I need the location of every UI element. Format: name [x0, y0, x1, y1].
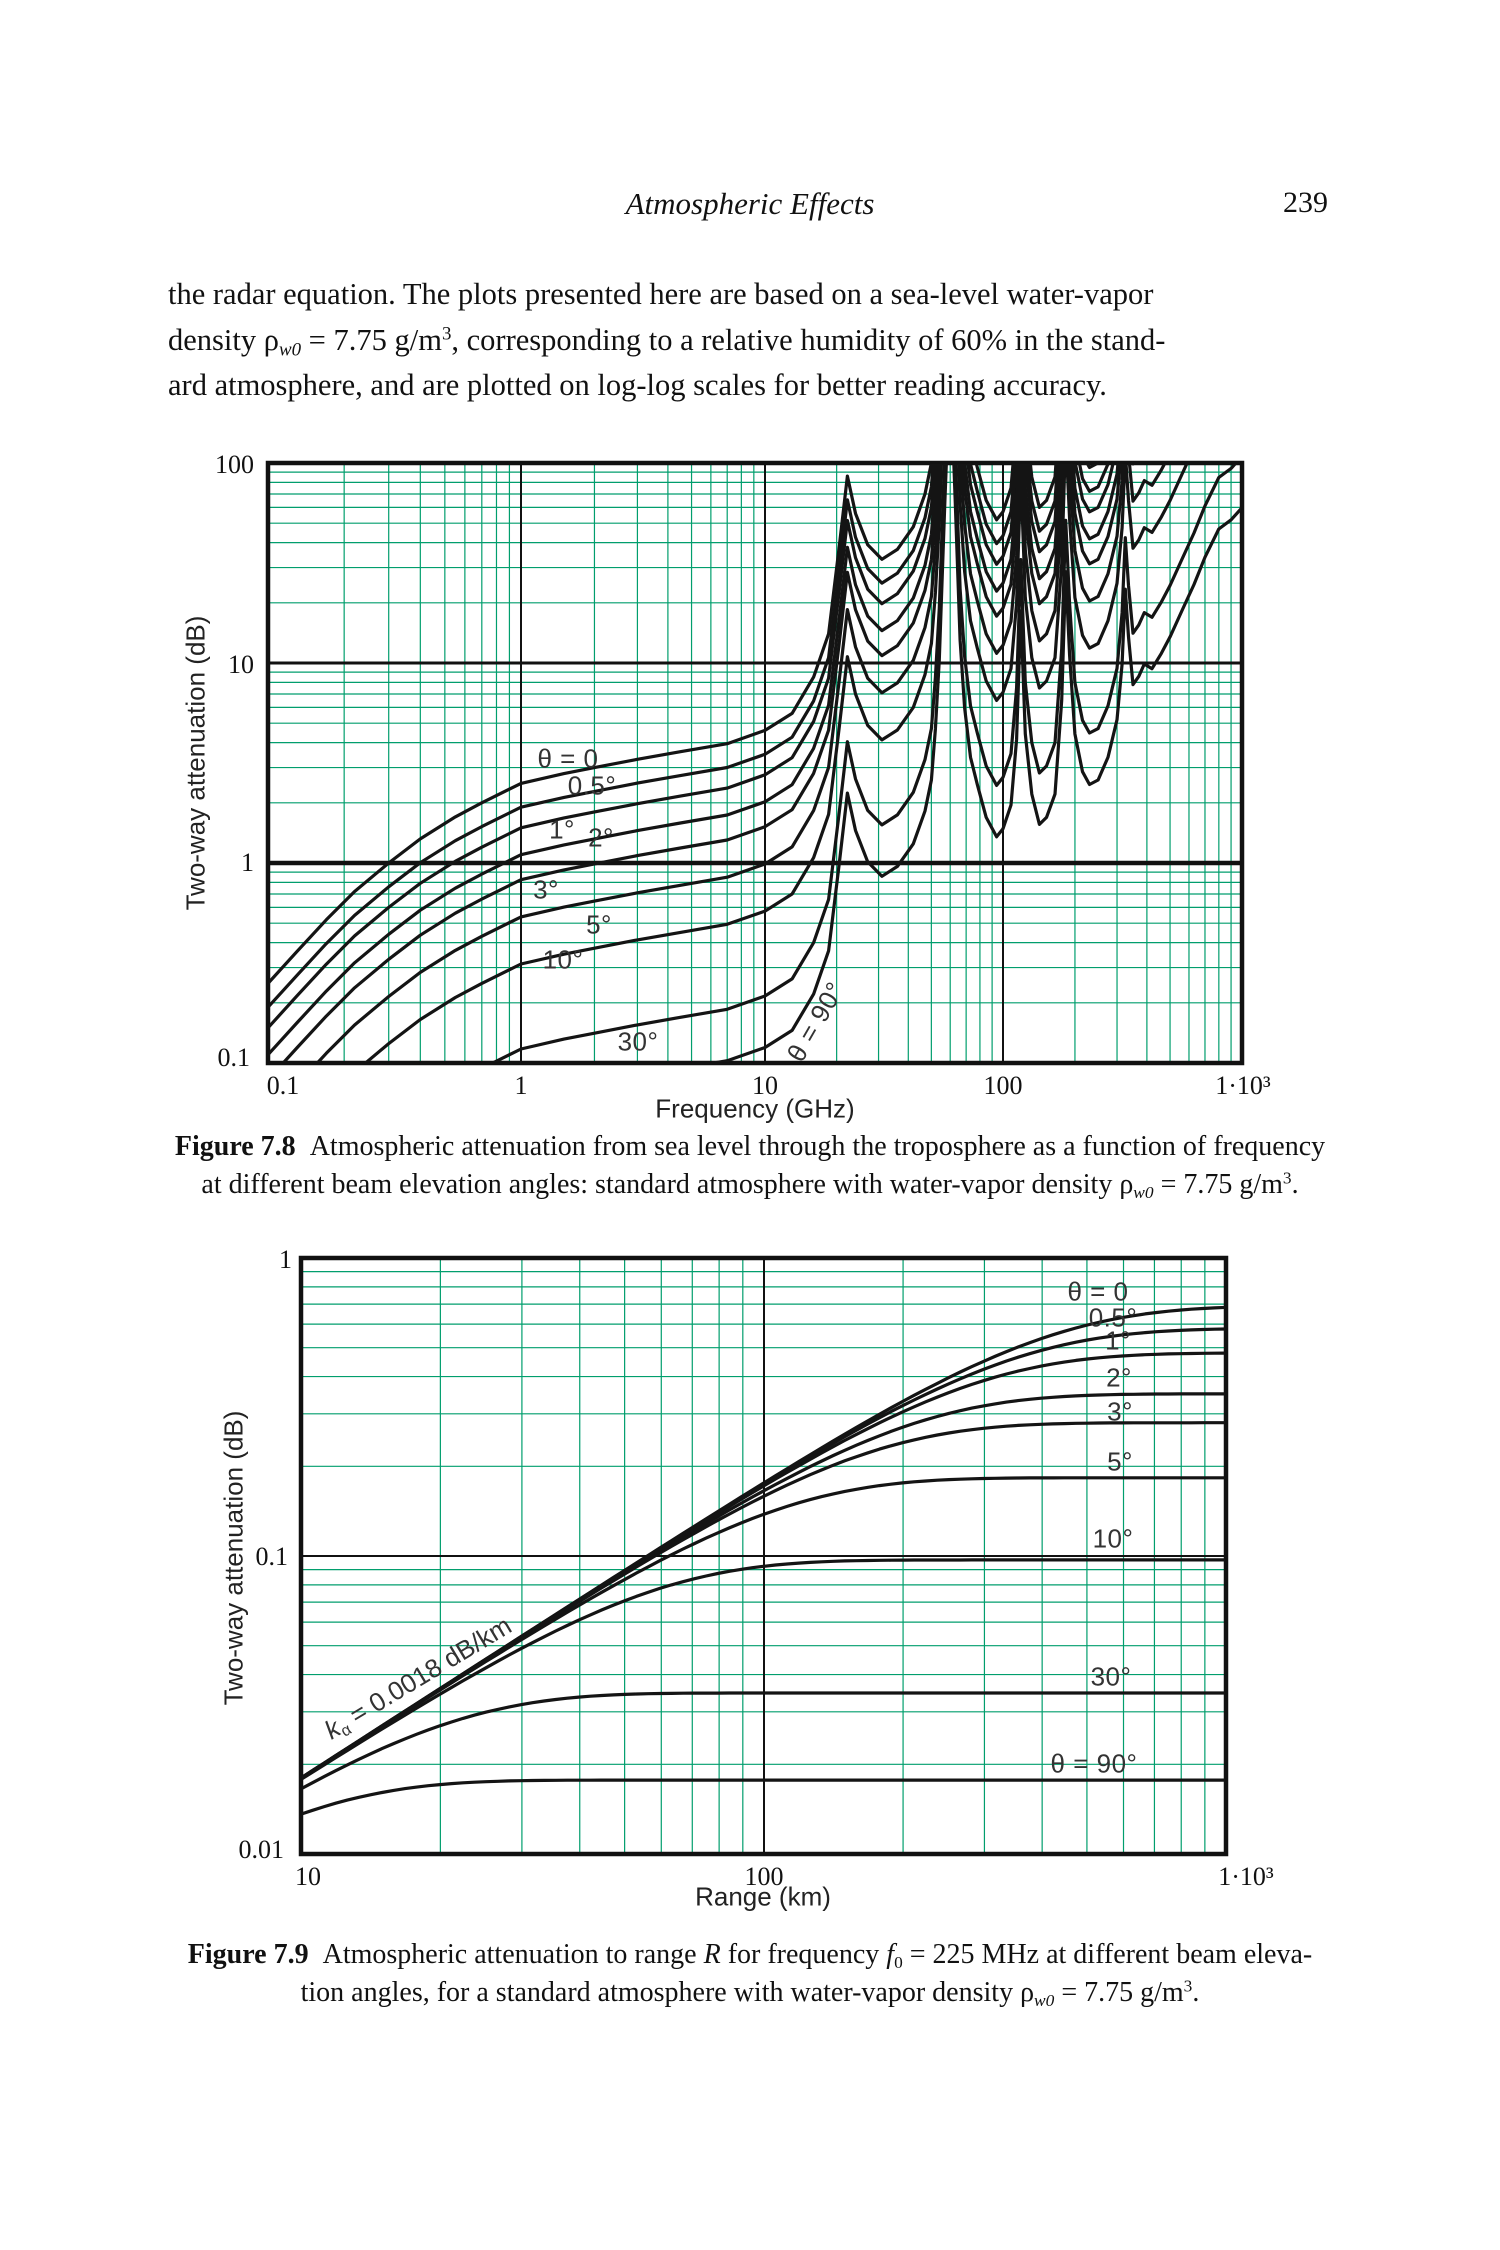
paragraph-line2-mid: = 7.75 g/m: [301, 322, 442, 357]
fig78-cubed-sup: 3: [1282, 1168, 1292, 1188]
fig79-curve-label-0.5: 0.5°: [1088, 1302, 1138, 1333]
chart-grid: [268, 463, 1242, 1063]
paragraph-line2-pre: density ρ: [168, 322, 279, 357]
fig79-curve-label-3: 3°: [1107, 1396, 1133, 1427]
body-paragraph: the radar equation. The plots presented …: [168, 272, 1338, 409]
chart-grid: [301, 1258, 1226, 1854]
fig79-curve-label-0: θ = 0: [1067, 1276, 1129, 1307]
fig79-x-tick-1: 100: [744, 1862, 784, 1891]
plot-border: [298, 1255, 1229, 1857]
fig78-y-tick-2: 1: [241, 848, 254, 877]
fig78-curve-label-0: θ = 0: [537, 743, 599, 774]
fig79-f-subscript: 0: [894, 1952, 903, 1972]
paragraph-line-1: the radar equation. The plots presented …: [168, 277, 1154, 311]
fig78-y-axis-title: Two-way attenuation (dB): [180, 615, 211, 911]
fig78-caption-line-1: Figure 7.8 Atmospheric attenuation from s…: [165, 1128, 1335, 1166]
fig78-y-tick-3: 0.1: [217, 1043, 251, 1072]
fig78-x-tick-1: 1: [514, 1071, 528, 1100]
fig79-caption1-pre: Atmospheric attenuation to range: [322, 1939, 704, 1970]
fig78-y-tick-1: 10: [228, 650, 254, 679]
curve-elevation-5: [316, 464, 1167, 1062]
fig78-x-tick-0: 0.1: [266, 1071, 300, 1100]
fig78-caption2-end: .: [1291, 1169, 1299, 1200]
chart-curves: [269, 464, 1241, 1062]
fig79-curve-label-5: 5°: [1107, 1446, 1133, 1477]
fig78-x-tick-4: 1·10³: [1215, 1071, 1271, 1100]
fig78-curve-label-3: 3°: [533, 874, 559, 905]
fig79-caption2-end: .: [1192, 1977, 1200, 2008]
curve-elevation-3: [281, 464, 1135, 1062]
fig78-caption-label: Figure 7.8: [174, 1131, 296, 1162]
fig79-y-tick-2: 0.01: [238, 1835, 285, 1864]
fig78-curve-label-30: 30°: [617, 1026, 659, 1057]
fig79-x-tick-2: 1·10³: [1218, 1862, 1274, 1891]
paragraph-line-2: density ρw0 = 7.75 g/m3, corresponding t…: [168, 318, 1338, 364]
fig79-caption2-mid: = 7.75 g/m: [1054, 1977, 1184, 2008]
fig78-rho-subscript: w0: [1133, 1182, 1154, 1202]
fig78-x-axis-title: Frequency (GHz): [655, 1093, 855, 1124]
fig79-caption-label: Figure 7.9: [187, 1939, 309, 1970]
chart-curves: [302, 1305, 1225, 1816]
fig79-f-italic: f: [886, 1939, 895, 1970]
fig78-curve-label-5: 5°: [586, 909, 612, 940]
curve-elevation-10: [302, 1558, 1225, 1781]
curve-elevation-90: [302, 1778, 1225, 1816]
figure-7-8-plot: [265, 460, 1245, 1066]
fig79-rho-subscript: w0: [1034, 1990, 1055, 2010]
page-number: 239: [1283, 186, 1328, 219]
fig79-caption-line-2: tion angles, for a standard atmosphere w…: [165, 1974, 1335, 2012]
fig78-curve-label-1: 1°: [549, 814, 575, 845]
paragraph-line-3: ard atmosphere, and are plotted on log-l…: [168, 368, 1107, 402]
fig79-caption-line-1: Figure 7.9 Atmospheric attenuation to ran…: [165, 1936, 1335, 1974]
curve-elevation-30: [491, 464, 1238, 1062]
rho-subscript: w0: [278, 338, 302, 360]
fig79-y-tick-1: 0.1: [255, 1542, 289, 1571]
fig79-curve-label-2: 2°: [1106, 1362, 1132, 1393]
curve-elevation-10: [364, 464, 1189, 1062]
fig78-curve-label-0.5: 0.5°: [567, 770, 617, 801]
fig79-cubed-sup: 3: [1183, 1976, 1193, 1996]
page-header-title: Atmospheric Effects: [625, 186, 875, 221]
fig78-curve-label-10: 10°: [542, 944, 584, 975]
fig79-caption1-mid: for frequency: [720, 1939, 887, 1970]
fig78-caption2-mid: = 7.75 g/m: [1153, 1169, 1283, 1200]
fig79-caption1-post: = 225 MHz at different beam eleva-: [902, 1939, 1313, 1970]
fig78-caption2-pre: at different beam elevation angles: stan…: [201, 1169, 1134, 1200]
curve-elevation-2: [269, 464, 1120, 1056]
fig79-curve-label-30: 30°: [1090, 1661, 1132, 1692]
fig79-y-tick-0: 1: [279, 1245, 292, 1274]
figure-7-8-caption: Figure 7.8 Atmospheric attenuation from s…: [165, 1128, 1335, 1204]
figure-7-9-plot: [298, 1255, 1229, 1857]
figure-7-9-caption: Figure 7.9 Atmospheric attenuation to ran…: [165, 1936, 1335, 2012]
fig79-y-axis-title: Two-way attenuation (dB): [218, 1410, 249, 1706]
fig78-y-tick-0: 100: [215, 450, 254, 479]
curve-elevation-0.5: [269, 464, 1110, 1009]
plot-border: [265, 460, 1245, 1066]
fig79-curve-label-90: θ = 90°: [1050, 1748, 1138, 1779]
fig79-caption2-pre: tion angles, for a standard atmosphere w…: [300, 1977, 1035, 2008]
fig79-x-axis-title: Range (km): [695, 1881, 831, 1912]
fig79-curve-label-10: 10°: [1092, 1523, 1134, 1554]
fig79-R-italic: R: [703, 1939, 721, 1970]
fig78-x-tick-3: 100: [983, 1071, 1023, 1100]
curve-elevation-30: [302, 1691, 1225, 1791]
fig79-x-tick-0: 10: [295, 1862, 321, 1891]
curve-elevation-90: [710, 464, 1241, 1062]
fig78-caption-line-2: at different beam elevation angles: stan…: [165, 1166, 1335, 1204]
curve-elevation-0: [269, 464, 1100, 985]
paragraph-line2-post: , corresponding to a relative humidity o…: [451, 322, 1166, 357]
fig78-curve-label-2: 2°: [588, 822, 614, 853]
curve-elevation-1: [269, 464, 1115, 1030]
fig78-x-tick-2: 10: [752, 1071, 778, 1100]
curve-elevation-5: [302, 1476, 1225, 1780]
cubed-superscript: 3: [441, 323, 452, 345]
fig78-caption-text: Atmospheric attenuation from sea level t…: [309, 1131, 1326, 1162]
fig79-curve-label-1: 1°: [1105, 1325, 1131, 1356]
